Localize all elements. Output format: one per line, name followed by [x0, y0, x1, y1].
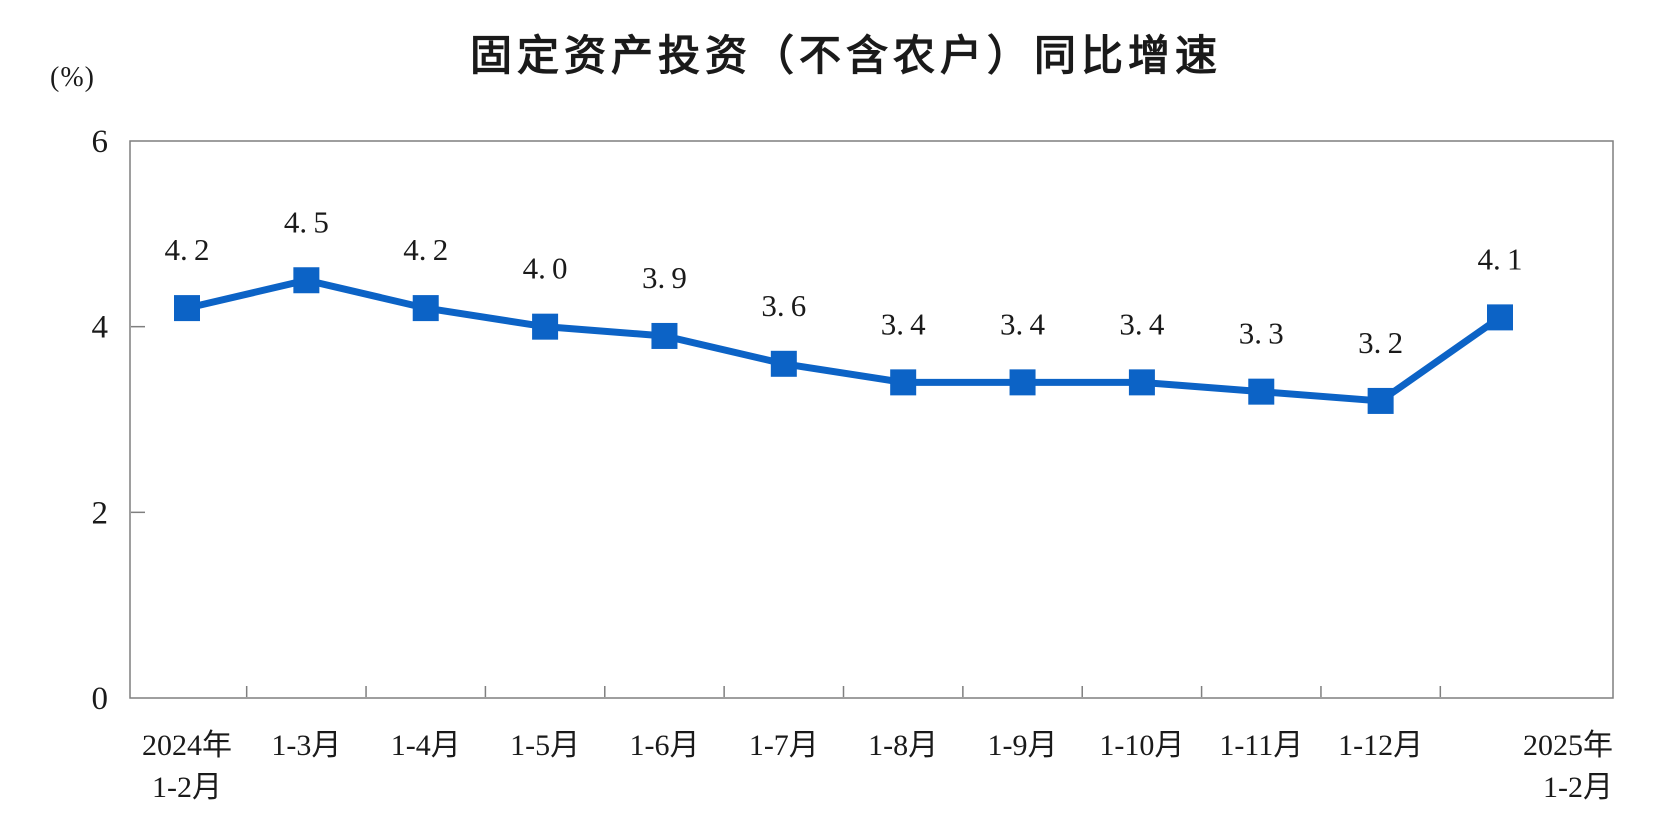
data-point-label: 3. 9 — [642, 260, 687, 295]
data-point-label: 4. 0 — [523, 251, 568, 286]
data-point-marker — [1487, 304, 1513, 331]
data-point-marker — [532, 313, 559, 340]
x-axis-label: 1-4月 — [391, 729, 461, 762]
data-point-label: 4. 5 — [284, 204, 329, 239]
x-axis-label: 1-10月 — [1099, 729, 1184, 762]
data-point-marker — [1248, 378, 1275, 405]
data-point-label: 3. 2 — [1358, 325, 1403, 360]
data-point-label: 4. 2 — [165, 232, 210, 267]
x-axis-label: 1-2月 — [1543, 771, 1613, 804]
data-point-label: 4. 1 — [1478, 241, 1523, 276]
y-axis-tick-label: 4 — [92, 310, 109, 346]
x-axis-label: 1-2月 — [152, 771, 222, 804]
data-point-marker — [651, 322, 678, 349]
x-axis-label: 1-5月 — [510, 729, 580, 762]
x-axis-label: 1-9月 — [988, 729, 1058, 762]
x-axis-label: 2025年 — [1523, 729, 1613, 762]
data-point-marker — [174, 295, 200, 322]
y-axis-tick-label: 2 — [92, 495, 109, 531]
plot-border — [129, 140, 1614, 699]
data-point-label: 3. 4 — [1000, 306, 1045, 341]
x-axis-label: 1-12月 — [1338, 729, 1423, 762]
data-point-label: 3. 3 — [1239, 316, 1284, 351]
data-point-marker — [1009, 369, 1036, 396]
data-point-marker — [412, 295, 439, 322]
data-point-label: 3. 4 — [881, 306, 926, 341]
data-point-label: 4. 2 — [403, 232, 448, 267]
x-axis-label: 1-6月 — [629, 729, 699, 762]
x-axis-label: 1-8月 — [868, 729, 938, 762]
data-point-marker — [770, 350, 797, 377]
data-point-marker — [890, 369, 917, 396]
y-axis-unit-label: (%) — [50, 62, 95, 93]
x-axis-label: 1-7月 — [749, 729, 819, 762]
series-line — [186, 276, 1503, 405]
x-axis-label: 1-11月 — [1219, 729, 1303, 762]
x-axis-label: 1-3月 — [271, 729, 341, 762]
x-axis-label: 2024年 — [142, 729, 232, 762]
y-axis-tick-label: 6 — [92, 124, 109, 160]
data-point-label: 3. 4 — [1119, 306, 1164, 341]
data-point-marker — [1128, 369, 1155, 396]
data-point-marker — [293, 267, 320, 294]
data-point-label: 3. 6 — [761, 288, 806, 323]
chart-title: 固定资产投资（不含农户）同比增速 — [469, 32, 1222, 79]
y-axis-tick-label: 0 — [92, 681, 109, 717]
data-point-marker — [1367, 387, 1394, 414]
